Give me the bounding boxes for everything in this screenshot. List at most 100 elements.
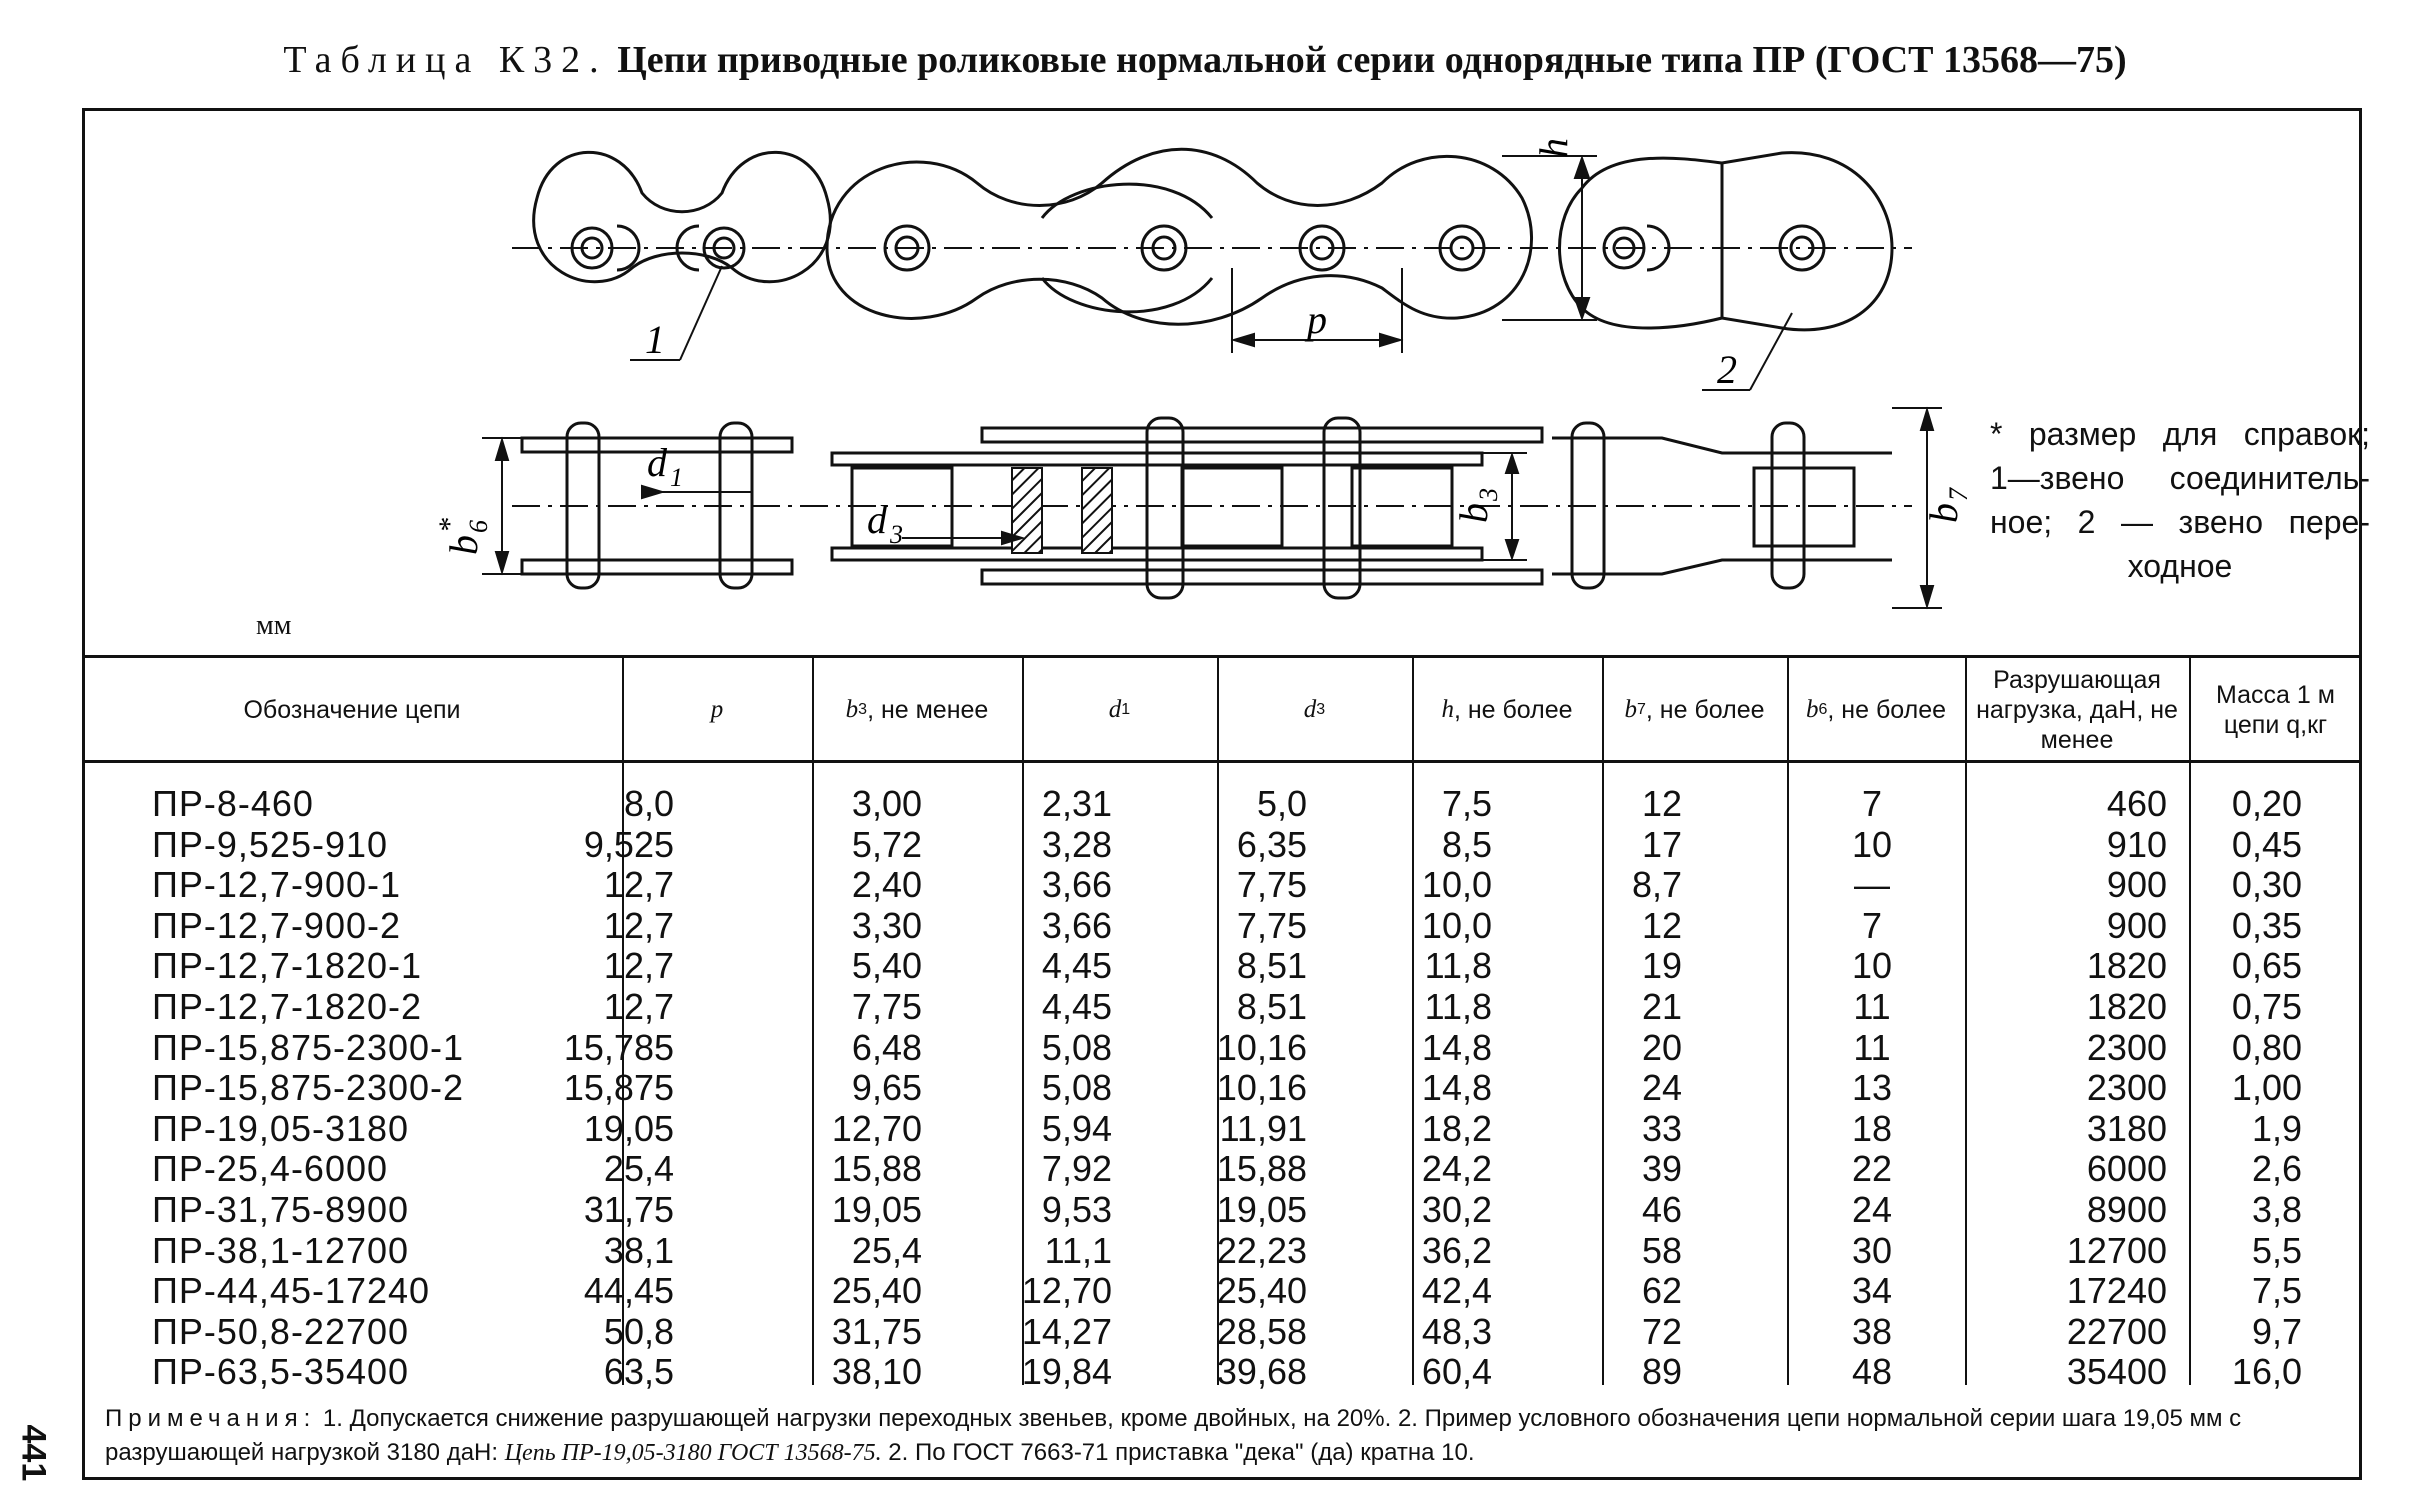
table-row: ПР-38,1-12700 38,1 25,4 11,1 22,23 36,2 58 30 12… [82,1229,2362,1271]
cell-b6: — [1854,864,1890,906]
svg-text:7: 7 [1944,487,1973,501]
cell-mass: 1,00 [2231,1067,2302,1109]
cell-load: 900 [2106,864,2167,906]
table-column-divider [1965,657,1967,1385]
cell-b3: 6,48 [851,1026,922,1068]
header-name: Обозначение цепи [243,696,461,724]
chain-drawing: h p 1 2 [433,138,1973,610]
table-title-prefix: Таблица К32. [283,39,608,81]
cell-b6: 11 [1853,986,1891,1027]
cell-mass: 9,7 [2251,1310,2302,1352]
cell-b7: 58 [1641,1229,1682,1271]
table-column-divider [2189,657,2191,1385]
cell-h: 11,8 [1424,986,1492,1027]
cell-name: ПР-63,5-35400 [152,1351,410,1393]
cell-d1: 7,92 [1041,1148,1112,1190]
cell-d3: 10,16 [1216,1067,1307,1109]
cell-mass: 0,65 [2231,945,2302,987]
side-note-line: ное; 2 — звено пере- [1990,504,2370,540]
cell-h: 8,5 [1441,823,1492,865]
footnote-text-2: 2. По ГОСТ 7663-71 приставка "дека" (да)… [881,1439,1475,1466]
cell-b6: 10 [1851,823,1893,865]
cell-h: 42,4 [1421,1270,1492,1312]
cell-load: 910 [2106,823,2167,865]
cell-load: 2300 [2086,1026,2167,1068]
table-row: ПР-15,875-2300-2 15,875 9,65 5,08 10,16 14,8 2… [82,1068,2362,1108]
cell-b6: 24 [1851,1189,1893,1230]
table-row: ПР-44,45-17240 44,45 25,40 12,70 25,40 42,4 62… [82,1271,2362,1311]
table-row: ПР-19,05-3180 19,05 12,70 5,94 11,91 18,2 33 18… [82,1107,2362,1149]
cell-b3: 2,40 [851,864,922,906]
cell-load: 22700 [2066,1310,2167,1352]
table-row: ПР-31,75-8900 31,75 19,05 9,53 19,05 30,2 46 24… [82,1190,2362,1230]
cell-b6: 13 [1851,1067,1893,1109]
cell-d1: 9,53 [1041,1189,1112,1230]
cell-name: ПР-12,7-900-1 [152,864,402,906]
cell-load: 35400 [2066,1351,2167,1393]
cell-b7: 12 [1641,783,1682,824]
cell-h: 60,4 [1421,1351,1492,1393]
svg-text:6: 6 [464,520,493,533]
cell-d3: 25,40 [1216,1270,1307,1312]
cell-p: 12,7 [603,986,674,1027]
cell-d3: 19,05 [1216,1189,1307,1230]
cell-d3: 7,75 [1236,864,1307,906]
cell-b6: 11 [1853,1026,1891,1068]
cell-h: 14,8 [1421,1026,1492,1068]
cell-h: 11,8 [1424,945,1492,987]
link1-plate [532,150,832,284]
footnote-label: Примечания: [105,1405,317,1432]
table-column-divider [1602,657,1604,1385]
cell-b7: 62 [1641,1270,1682,1312]
cell-d1: 14,27 [1021,1310,1112,1352]
svg-text:1: 1 [670,463,683,492]
table-row: ПР-12,7-900-1 12,7 2,40 3,66 7,75 10,0 8,7 — 900… [82,865,2362,905]
table-row: ПР-50,8-22700 50,8 31,75 14,27 28,58 48,3 72 38… [82,1310,2362,1352]
header-p: p [710,696,724,723]
cell-load: 6000 [2086,1148,2167,1190]
cell-mass: 0,20 [2231,783,2302,824]
cell-d3: 6,35 [1236,823,1307,865]
cell-load: 12700 [2066,1229,2167,1271]
cell-b6: 34 [1851,1270,1893,1312]
dim-b7-label: b [1921,503,1966,523]
cell-mass: 2,6 [2251,1148,2302,1190]
dim-d1-label: d [647,440,668,485]
cell-b6: 30 [1851,1229,1893,1271]
dim-b6-label: b [441,535,486,555]
header-load: Разрушающая нагрузка, даН, не менее [1976,666,2178,754]
cell-b7: 12 [1641,904,1682,946]
side-note-line: ходное [2127,548,2233,584]
cell-d3: 10,16 [1216,1026,1307,1068]
table-row: ПР-12,7-900-2 12,7 3,30 3,66 7,75 10,0 12 7 900 0… [82,904,2362,946]
cell-d3: 8,51 [1236,986,1307,1027]
cell-b7: 89 [1641,1351,1682,1393]
cell-b7: 19 [1641,945,1682,987]
cell-b7: 72 [1641,1310,1682,1352]
cell-h: 48,3 [1421,1310,1492,1352]
table-column-divider [1022,657,1024,1385]
cell-h: 7,5 [1441,783,1492,824]
cell-mass: 16,0 [2231,1351,2302,1393]
table-column-divider [1787,657,1789,1385]
svg-text:3: 3 [889,520,903,549]
cell-b7: 46 [1641,1189,1682,1230]
cell-p: 50,8 [603,1310,674,1352]
table-row: ПР-15,875-2300-1 15,785 6,48 5,08 10,16 14,8 2… [82,1026,2362,1068]
cell-p: 15,875 [563,1067,674,1109]
cell-mass: 0,80 [2231,1026,2302,1068]
cell-b3: 3,00 [851,783,922,824]
cell-name: ПР-19,05-3180 [152,1107,410,1149]
cell-load: 17240 [2066,1270,2167,1312]
dim-p-label: p [1304,297,1327,342]
cell-b7: 20 [1641,1026,1682,1068]
cell-name: ПР-15,875-2300-1 [152,1026,465,1068]
cell-mass: 1,9 [2251,1107,2302,1149]
cell-b6: 48 [1851,1351,1893,1393]
cell-load: 2300 [2086,1067,2167,1109]
cell-h: 10,0 [1421,864,1492,906]
cell-d3: 28,58 [1216,1310,1307,1352]
cell-h: 18,2 [1421,1107,1492,1149]
